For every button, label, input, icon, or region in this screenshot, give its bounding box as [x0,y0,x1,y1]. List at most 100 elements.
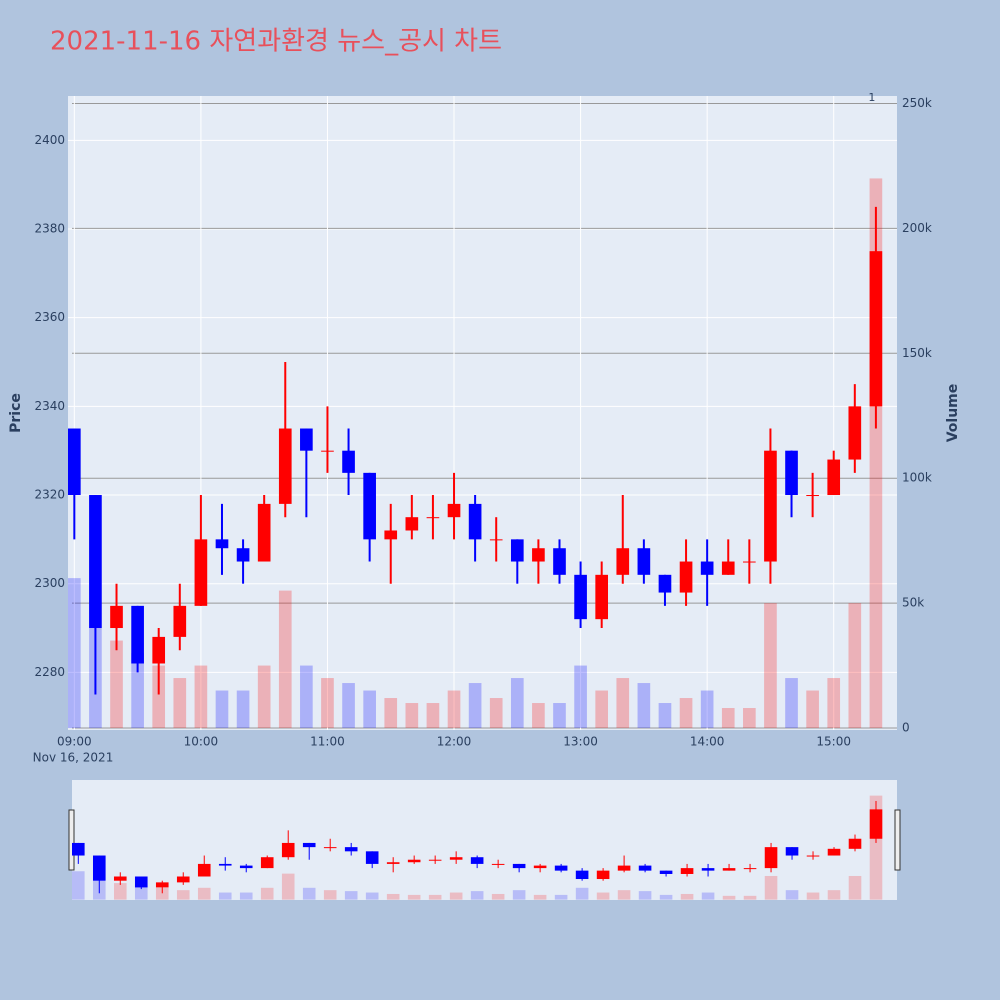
mini-volume-bar [806,892,820,900]
volume-bar [658,703,672,729]
mini-candle-body [239,865,253,869]
mini-volume-bar [512,890,526,900]
candle-body [405,517,419,531]
volume-bar [278,590,292,729]
y-tick-label: 2280 [34,665,65,679]
volume-bar [553,703,566,729]
mini-candle-body [281,842,295,858]
mini-volume-bar [113,883,127,900]
x-tick-label: 13:00 [563,735,598,749]
mini-candle-body [449,857,463,860]
volume-bar [489,698,503,729]
volume-bar [363,690,376,729]
candle-body [278,428,292,504]
mini-candle-body [470,857,484,864]
volume-bar [532,703,545,729]
mini-volume-bar [701,892,715,900]
slider-handle[interactable] [68,809,75,871]
candle-body [68,428,81,496]
candle-body [342,450,355,473]
mini-volume-bar [72,871,85,900]
candle-body [215,539,229,549]
mini-candle-body [722,868,736,871]
mini-volume-bar [407,894,421,900]
candle-body [743,561,756,563]
volume-bar [194,665,208,729]
x-tick-label: 12:00 [437,735,472,749]
mini-candle-body [176,876,190,883]
mini-volume-bar [323,890,337,900]
mini-volume-bar [197,887,211,900]
volume-bar [827,678,841,729]
candle-body [89,495,102,629]
volume-bar [236,690,250,729]
mini-volume-bar [176,890,190,900]
x-tick-label: 15:00 [816,735,851,749]
mini-candle-body [365,851,379,864]
y2-axis-title: Volume [945,384,961,443]
mini-candle-body [260,857,274,869]
mini-volume-bar [722,895,736,900]
mini-volume-bar [764,875,778,900]
x-tick-label: 09:00 [57,735,92,749]
slider-handle[interactable] [894,809,901,871]
mini-volume-bar [344,891,358,900]
volume-bar [342,683,355,729]
annotation: 1 [868,91,875,104]
candle-body [637,548,651,575]
mini-candle-body [72,842,85,856]
mini-candle-body [617,865,631,871]
mini-volume-bar [281,873,295,900]
mini-candle-body [302,842,316,848]
candle-body [468,503,482,540]
mini-candle-body [680,868,694,874]
candle-body [848,406,862,460]
candle-body [700,561,714,575]
mini-volume-bar [386,893,400,900]
mini-candle-body [575,870,589,880]
mini-volume-bar [827,890,841,900]
range-slider[interactable] [72,780,897,900]
volume-bar [764,603,777,729]
mini-volume-bar [785,890,799,900]
mini-volume-bar [260,887,274,900]
mini-volume-bar [659,894,673,900]
y2-tick-label: 250k [902,96,932,110]
mini-candle-body [134,876,148,888]
candle-body [363,472,376,540]
y2-tick-label: 200k [902,221,932,235]
mini-candle-body [428,859,442,861]
mini-volume-bar [491,893,505,900]
candle-body [510,539,524,562]
mini-candle-body [638,865,652,871]
volume-bar [510,678,524,729]
candle-body [300,428,313,451]
candle-body [679,561,693,593]
x-tick-label: 11:00 [310,735,345,749]
candle-body [574,574,587,620]
y-tick-label: 2340 [34,399,65,413]
volume-bar [447,690,461,729]
mini-candle-body [491,863,505,865]
candle-body [194,539,208,606]
x-tick-label: 14:00 [690,735,725,749]
mini-candle-body [596,870,610,880]
mini-candle-body [218,863,232,866]
mini-candle-body [827,848,841,856]
volume-bar [321,678,334,729]
mini-candle-body [554,865,568,871]
mini-candle-body [197,863,211,877]
candle-body [595,574,609,620]
mini-volume-bar [680,893,694,900]
candle-body [257,503,271,562]
chart-title: 2021-11-16 자연과환경 뉴스_공시 차트 [50,27,502,57]
volume-bar [679,698,693,729]
y2-tick-label: 50k [902,596,924,610]
mini-candle-body [743,868,757,870]
candle-body [321,450,334,452]
mini-volume-bar [596,892,610,900]
candle-body [152,636,166,664]
volume-bar [426,703,440,729]
volume-bar [68,578,81,729]
